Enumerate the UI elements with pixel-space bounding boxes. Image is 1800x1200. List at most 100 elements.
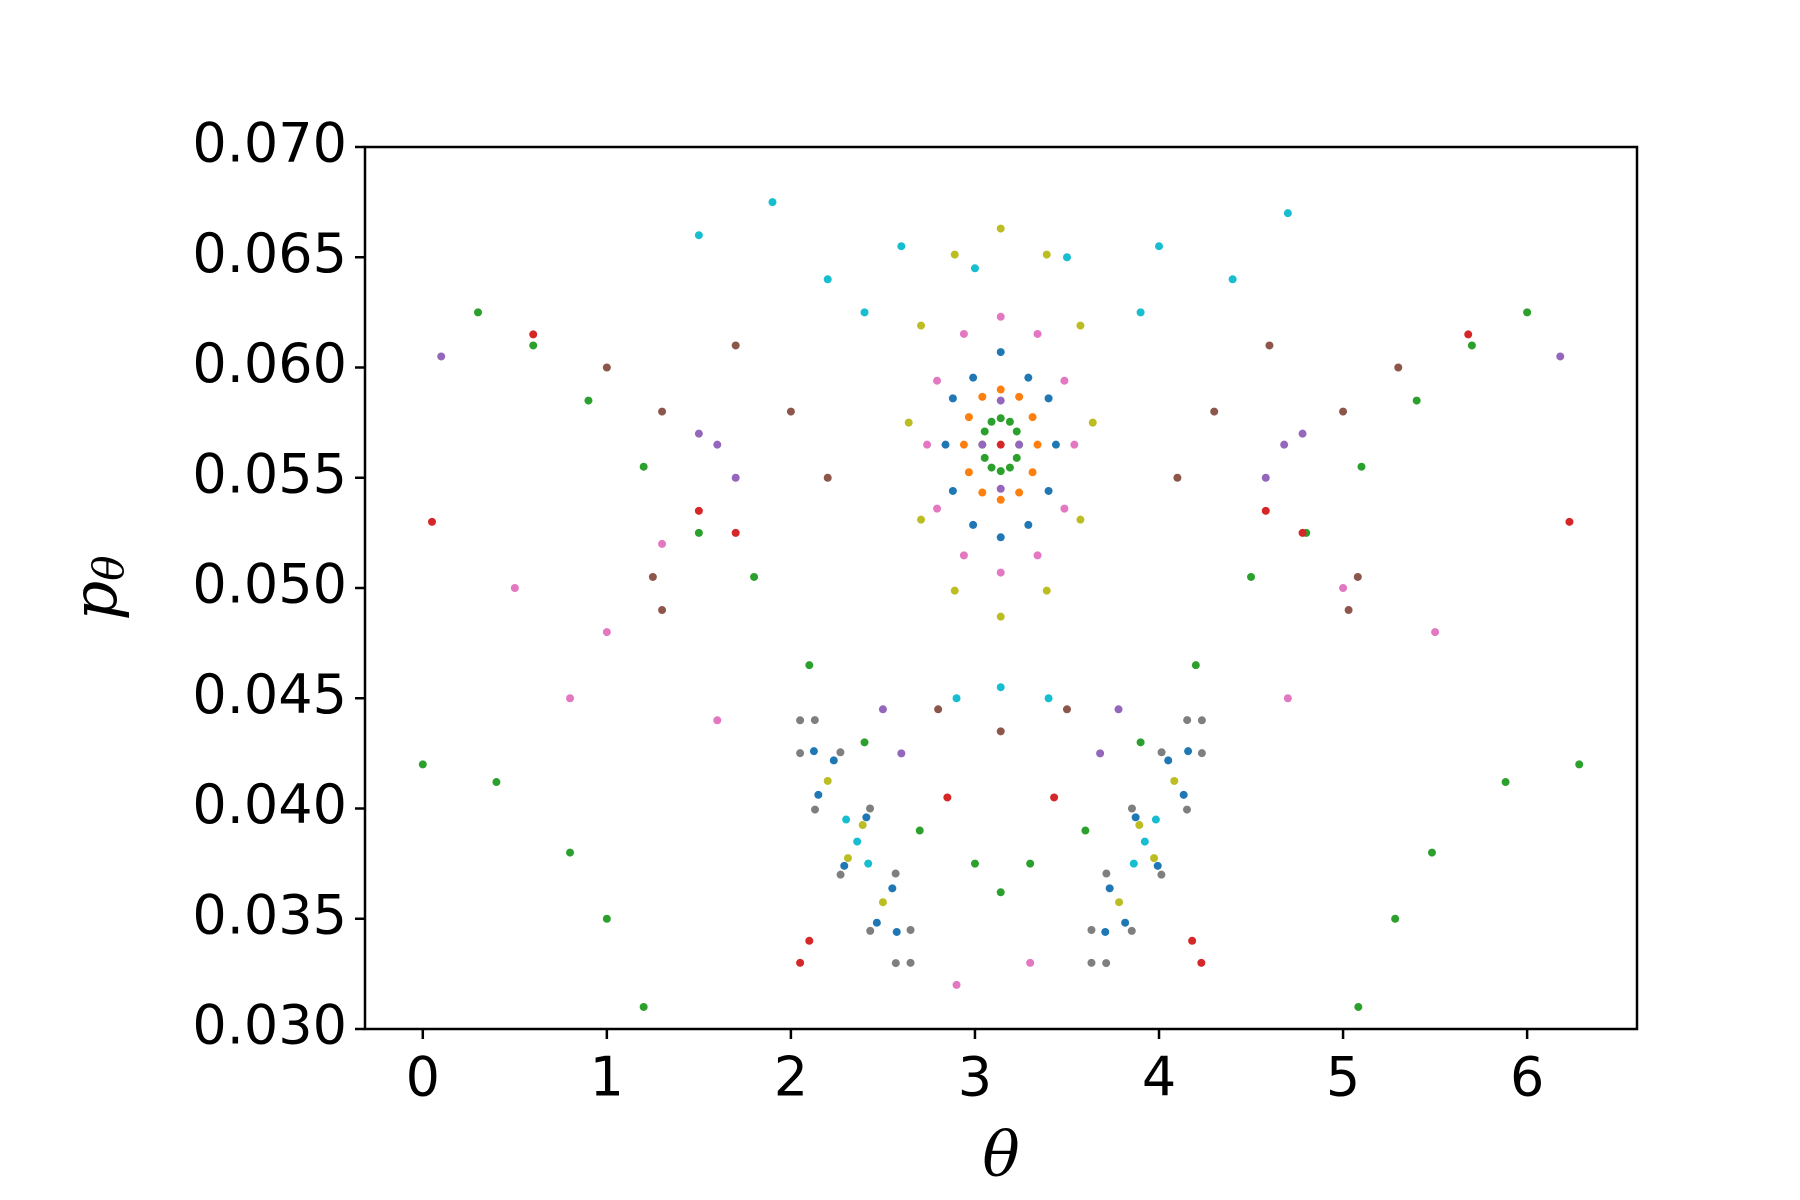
point: [823, 275, 832, 284]
y-tick-label: 0.035: [192, 883, 347, 946]
point: [941, 440, 950, 449]
point: [1427, 848, 1436, 857]
y-tick-label: 0.045: [192, 663, 347, 726]
point: [836, 870, 845, 879]
point: [1129, 859, 1138, 868]
point: [1357, 462, 1366, 471]
point: [1354, 1002, 1363, 1011]
point: [1431, 628, 1440, 637]
point: [474, 308, 483, 317]
point: [866, 804, 875, 813]
x-tick-label: 3: [958, 1046, 992, 1109]
point: [892, 927, 901, 936]
point: [1197, 716, 1206, 725]
point: [809, 747, 818, 756]
point: [823, 473, 832, 482]
point: [1114, 705, 1123, 714]
point: [1197, 749, 1206, 758]
point: [996, 727, 1005, 736]
y-tick-label: 0.050: [192, 553, 347, 616]
point: [917, 515, 926, 524]
point: [1464, 330, 1473, 339]
point: [862, 813, 871, 822]
point: [970, 859, 979, 868]
point: [602, 363, 611, 372]
point: [1088, 418, 1097, 427]
point: [950, 586, 959, 595]
point: [1280, 440, 1289, 449]
point: [978, 488, 987, 497]
x-tick-label: 2: [774, 1046, 808, 1109]
point: [1339, 584, 1348, 592]
point: [1151, 815, 1160, 824]
point: [959, 329, 968, 338]
point: [996, 414, 1005, 423]
point: [1105, 884, 1114, 893]
point: [1298, 528, 1307, 537]
y-axis-label-base: p: [58, 581, 131, 621]
point: [602, 628, 611, 637]
point: [639, 1002, 648, 1011]
point: [1026, 958, 1035, 967]
point: [1283, 694, 1292, 703]
point: [1012, 427, 1021, 436]
point: [933, 376, 942, 385]
point: [969, 373, 978, 382]
point: [1087, 925, 1096, 934]
point: [952, 980, 961, 989]
point: [978, 392, 987, 401]
point: [694, 506, 703, 515]
point: [915, 826, 924, 835]
point: [658, 606, 667, 615]
point: [996, 440, 1005, 449]
point: [810, 716, 819, 725]
point: [1183, 716, 1192, 725]
point: [996, 348, 1005, 357]
point: [584, 396, 593, 405]
x-tick-label: 1: [590, 1046, 624, 1109]
point: [906, 925, 915, 934]
point: [1076, 321, 1085, 330]
point: [1102, 959, 1111, 968]
point: [906, 958, 915, 967]
point: [996, 385, 1005, 394]
point: [639, 462, 648, 471]
point: [1044, 394, 1053, 403]
point: [1170, 776, 1179, 785]
point: [943, 793, 952, 802]
point: [878, 705, 887, 714]
point: [427, 517, 436, 526]
point: [1005, 417, 1014, 426]
point: [952, 694, 961, 703]
point: [437, 352, 446, 361]
point: [1102, 869, 1111, 878]
point: [1523, 308, 1532, 317]
x-tick-label: 0: [406, 1046, 440, 1109]
point: [1135, 821, 1144, 830]
y-axis-label: pθ: [58, 556, 133, 621]
point: [1344, 606, 1353, 615]
point: [1261, 473, 1270, 482]
point: [1467, 341, 1476, 350]
point: [948, 486, 957, 495]
point: [996, 495, 1005, 504]
plot-frame: [363, 145, 1639, 1031]
point: [996, 568, 1005, 577]
point: [1033, 329, 1042, 338]
point: [658, 539, 667, 548]
point: [923, 440, 932, 449]
point: [1044, 694, 1053, 703]
point: [996, 533, 1005, 542]
point: [996, 888, 1005, 897]
y-tick-label: 0.055: [192, 442, 347, 505]
point: [1087, 958, 1096, 967]
y-tick-label: 0.060: [192, 332, 347, 395]
point: [964, 413, 973, 422]
point: [950, 250, 959, 259]
point: [860, 308, 869, 317]
point: [731, 341, 740, 350]
point: [1121, 918, 1130, 927]
point: [1191, 661, 1200, 670]
point: [996, 484, 1005, 493]
point: [731, 473, 740, 482]
